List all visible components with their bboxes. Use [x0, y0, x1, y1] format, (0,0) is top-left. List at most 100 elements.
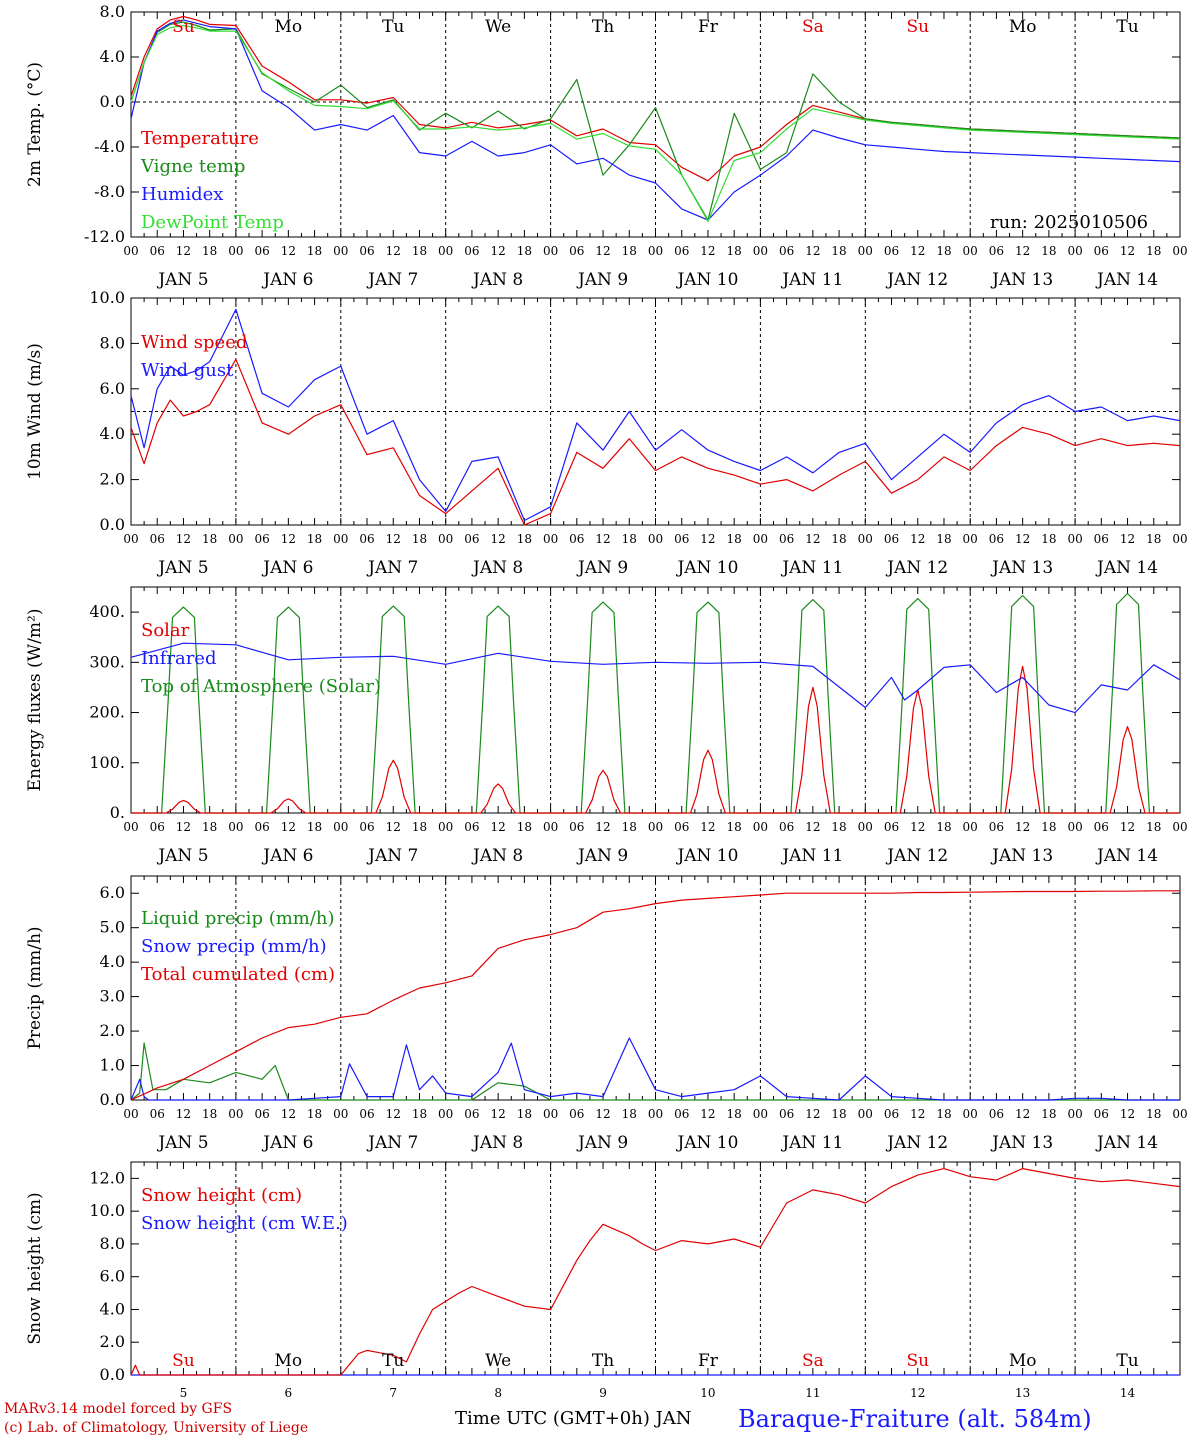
model-credit-text: MARv3.14 model forced by GFS — [4, 1401, 232, 1417]
x-date-label: JAN 9 — [576, 846, 628, 866]
panel-wind: 10.0 8.0 6.0 4.0 2.0 0.0 10m Wind (m/s) 00 06 12 1… — [25, 288, 1188, 578]
legend-entry: Temperature — [141, 128, 259, 149]
x-hour-label: 00 — [438, 244, 453, 258]
x-hour-label: 18 — [412, 532, 427, 546]
x-hour-label: 06 — [359, 244, 374, 258]
x-hour-label: 18 — [936, 1107, 951, 1121]
x-hour-label: 18 — [202, 532, 217, 546]
x-hour-label: 06 — [989, 820, 1004, 834]
x-date-label: JAN 10 — [675, 1133, 738, 1153]
y-tick-label: 5.0 — [100, 918, 125, 937]
legend-entry: Wind speed — [141, 332, 247, 353]
x-hour-label: 18 — [202, 820, 217, 834]
x-hour-label: 00 — [648, 532, 663, 546]
x-hour-label: 06 — [884, 820, 899, 834]
x-hour-label: 18 — [831, 244, 846, 258]
weekday-label: Su — [906, 1351, 929, 1371]
weekday-label: Tu — [1116, 1351, 1138, 1371]
x-hour-label: 00 — [228, 1107, 243, 1121]
x-hour-label: 12 — [491, 532, 506, 546]
x-hour-label: 00 — [1067, 532, 1082, 546]
x-hour-label: 12 — [281, 532, 296, 546]
y-tick-label: 1.0 — [100, 1056, 125, 1075]
weekday-label: Tu — [382, 1351, 404, 1371]
y-axis-label: 10m Wind (m/s) — [25, 343, 45, 480]
x-hour-label: 00 — [333, 244, 348, 258]
x-hour-label: 06 — [464, 532, 479, 546]
x-hour-label: 06 — [884, 244, 899, 258]
y-tick-label: 2.0 — [100, 470, 125, 489]
snow-precip-line — [130, 1037, 1180, 1101]
weekday-label: Su — [172, 1351, 195, 1371]
weekday-label: Tu — [382, 17, 404, 37]
y-tick-label: 3.0 — [100, 987, 125, 1006]
weekday-label: Mo — [275, 17, 303, 37]
x-hour-label: 00 — [858, 820, 873, 834]
x-hour-label: 06 — [359, 532, 374, 546]
x-hour-label: 06 — [674, 244, 689, 258]
y-tick-label: 0.0 — [100, 1090, 125, 1109]
x-hour-label: 12 — [700, 244, 715, 258]
x-hour-label: 00 — [543, 532, 558, 546]
x-hour-label: 18 — [412, 820, 427, 834]
x-hour-label: 00 — [753, 244, 768, 258]
x-hour-label: 18 — [1146, 244, 1161, 258]
x-hour-label: 12 — [1015, 244, 1030, 258]
x-hour-label: 12 — [805, 1107, 820, 1121]
x-hour-label: 18 — [307, 244, 322, 258]
x-hour-label: 00 — [228, 244, 243, 258]
x-hour-label: 00 — [543, 1107, 558, 1121]
x-hour-label: 12 — [281, 820, 296, 834]
y-tick-label: 8.0 — [100, 333, 125, 352]
weekday-label: Su — [906, 17, 929, 37]
x-hour-label: 18 — [622, 532, 637, 546]
x-day-number: 13 — [1015, 1386, 1030, 1400]
x-date-label: JAN 7 — [366, 270, 418, 290]
x-hour-label: 00 — [858, 1107, 873, 1121]
y-tick-label: 0.0 — [100, 515, 125, 534]
x-hour-label: 06 — [150, 244, 165, 258]
legend-entry: Solar — [141, 620, 190, 641]
lab-credit-text: (c) Lab. of Climatology, University of L… — [4, 1420, 308, 1436]
x-date-label: JAN 11 — [780, 1133, 843, 1153]
y-tick-label: 0. — [110, 803, 125, 822]
x-date-label: JAN 9 — [576, 558, 628, 578]
x-hour-label: 00 — [753, 820, 768, 834]
x-hour-label: 12 — [281, 1107, 296, 1121]
y-tick-label: 100. — [89, 753, 125, 772]
x-hour-label: 00 — [753, 532, 768, 546]
x-date-label: JAN 8 — [471, 558, 523, 578]
x-hour-label: 06 — [359, 820, 374, 834]
y-tick-label: -12.0 — [84, 227, 125, 246]
y-tick-label: 4.0 — [100, 47, 125, 66]
panel-temperature: 8.0 4.0 0.0 -4.0 -8.0 -12.0 2m Temp. (°C) 00 06 1… — [25, 2, 1188, 290]
y-tick-label: 200. — [89, 703, 125, 722]
x-hour-label: 18 — [831, 820, 846, 834]
x-hour-label: 12 — [805, 532, 820, 546]
x-date-label: JAN 10 — [675, 846, 738, 866]
x-hour-label: 18 — [202, 1107, 217, 1121]
x-hour-label: 18 — [936, 820, 951, 834]
x-day-number: 7 — [389, 1386, 397, 1400]
x-hour-label: 18 — [1041, 244, 1056, 258]
x-hour-label: 06 — [779, 532, 794, 546]
x-date-label: JAN 10 — [675, 558, 738, 578]
x-hour-label: 18 — [936, 244, 951, 258]
x-date-label: JAN 7 — [366, 558, 418, 578]
x-date-label: JAN 5 — [156, 846, 208, 866]
x-date-label: JAN 14 — [1095, 1133, 1158, 1153]
x-hour-label: 00 — [858, 244, 873, 258]
weekday-label: Mo — [1009, 17, 1037, 37]
x-hour-label: 12 — [910, 820, 925, 834]
weekday-label: We — [485, 1351, 511, 1371]
weekday-label: Tu — [1116, 17, 1138, 37]
legend-entry: Humidex — [141, 184, 223, 205]
x-date-label: JAN 13 — [990, 558, 1053, 578]
x-date-label: JAN 5 — [156, 558, 208, 578]
x-day-number: 12 — [910, 1386, 925, 1400]
x-hour-label: 18 — [517, 820, 532, 834]
x-hour-label: 06 — [464, 820, 479, 834]
x-hour-label: 00 — [1172, 244, 1187, 258]
x-hour-label: 18 — [517, 1107, 532, 1121]
x-hour-label: 06 — [674, 820, 689, 834]
